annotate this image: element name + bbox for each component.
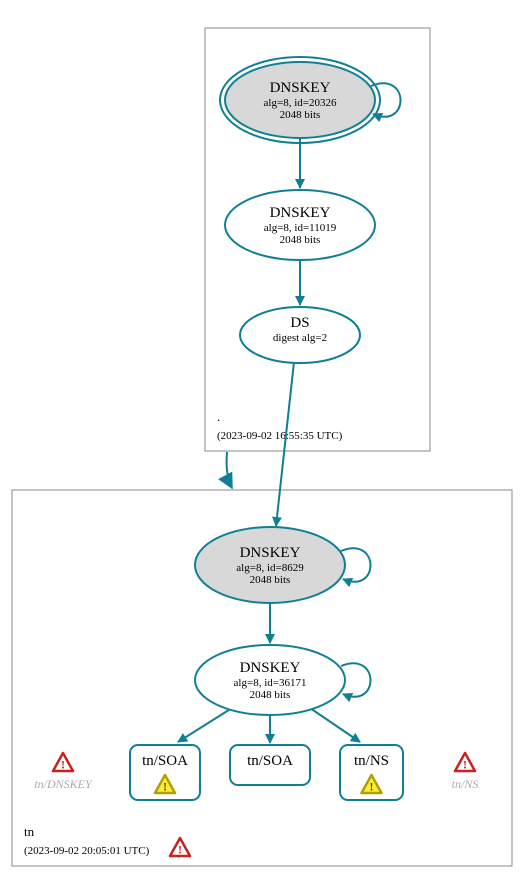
ghost-right-warn-icon: ! — [455, 753, 475, 772]
node-r2-title: tn/SOA — [247, 753, 293, 769]
svg-text:!: ! — [163, 780, 167, 794]
ghost-left: ! tn/DNSKEY — [34, 753, 93, 791]
node-r3-title: tn/NS — [354, 753, 389, 769]
svg-text:!: ! — [463, 758, 467, 772]
node-r3: tn/NS! — [340, 745, 403, 800]
zone-tn-warn-icon: ! — [170, 838, 190, 857]
zone-tn-timestamp: (2023-09-02 20:05:01 UTC) — [24, 845, 150, 857]
node-r1-title: tn/SOA — [142, 753, 188, 769]
edge-ds-k3 — [276, 362, 294, 526]
zone-tn-label: tn — [24, 824, 35, 839]
node-k4-line2: alg=8, id=36171 — [234, 677, 307, 689]
svg-text:!: ! — [178, 843, 182, 857]
svg-text:!: ! — [370, 780, 374, 794]
node-k3-line3: 2048 bits — [250, 574, 291, 586]
node-k1-line3: 2048 bits — [280, 109, 321, 121]
edge-k4-r3 — [310, 708, 360, 742]
zone-root-label: . — [217, 409, 220, 424]
node-r2: tn/SOA — [230, 745, 310, 785]
zone-root-timestamp: (2023-09-02 16:55:35 UTC) — [217, 430, 343, 442]
node-k4-line3: 2048 bits — [250, 689, 291, 701]
node-k1: DNSKEYalg=8, id=203262048 bits — [220, 57, 401, 143]
node-k3-title: DNSKEY — [240, 545, 301, 561]
node-k1-title: DNSKEY — [270, 80, 331, 96]
edge-zone-root-tn — [227, 452, 232, 488]
edge-k4-r1 — [178, 708, 232, 742]
node-ds-title: DS — [290, 315, 309, 331]
node-k3-line2: alg=8, id=8629 — [236, 562, 304, 574]
ghost-right-label: tn/NS — [452, 777, 479, 791]
ghost-left-label: tn/DNSKEY — [34, 777, 93, 791]
svg-text:!: ! — [61, 758, 65, 772]
ghost-right: ! tn/NS — [452, 753, 479, 791]
node-ds: DSdigest alg=2 — [240, 307, 360, 363]
node-k2-title: DNSKEY — [270, 205, 331, 221]
node-k1-line2: alg=8, id=20326 — [264, 97, 337, 109]
node-k3: DNSKEYalg=8, id=86292048 bits — [195, 527, 371, 603]
node-ds-line2: digest alg=2 — [273, 332, 327, 344]
node-k2-line2: alg=8, id=11019 — [264, 222, 337, 234]
ghost-left-warn-icon: ! — [53, 753, 73, 772]
node-r1: tn/SOA! — [130, 745, 200, 800]
node-k4: DNSKEYalg=8, id=361712048 bits — [195, 645, 371, 715]
node-k4-title: DNSKEY — [240, 660, 301, 676]
node-k2-line3: 2048 bits — [280, 234, 321, 246]
node-k2: DNSKEYalg=8, id=110192048 bits — [225, 190, 375, 260]
